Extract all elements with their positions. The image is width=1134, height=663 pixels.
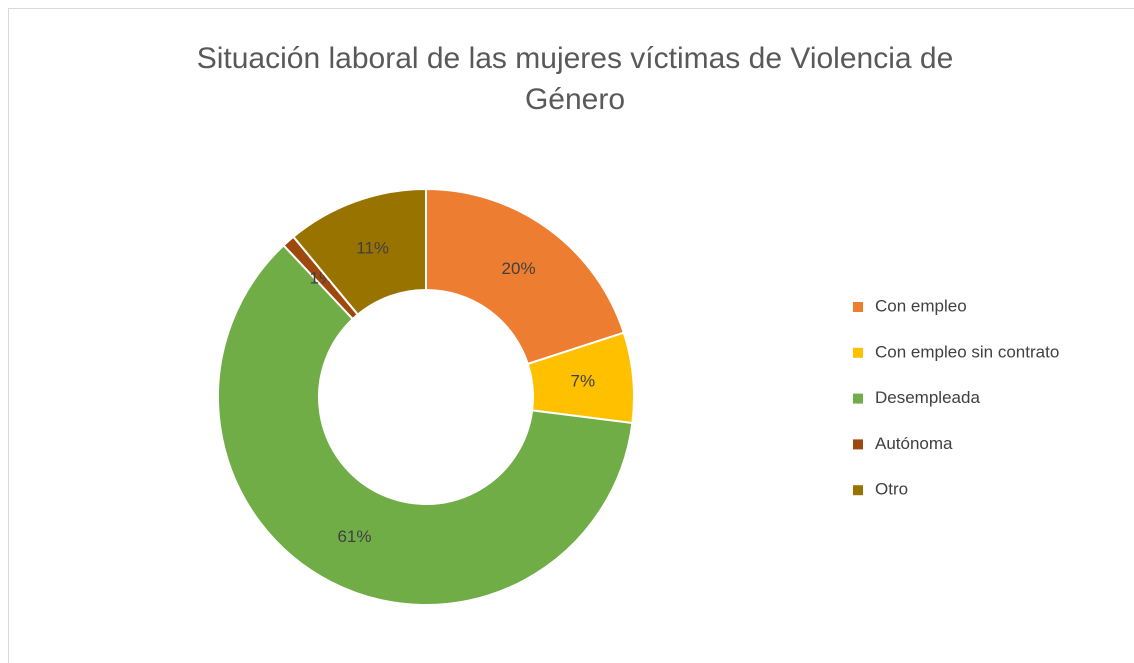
donut-slice [217, 243, 634, 606]
legend-label: Con empleo sin contrato [875, 342, 1059, 361]
data-label: 7% [571, 372, 596, 391]
data-label: 11% [356, 238, 389, 257]
legend-swatch [853, 347, 863, 358]
legend-label: Autónoma [875, 434, 953, 453]
data-label: 61% [337, 527, 371, 546]
legend-swatch [853, 302, 863, 312]
data-label: 20% [502, 259, 536, 278]
legend-swatch [853, 439, 863, 450]
legend-label: Desempleada [875, 388, 980, 407]
legend-swatch [853, 485, 863, 496]
legend-swatch [853, 393, 863, 404]
legend-label: Otro [875, 480, 908, 499]
legend-label: Con empleo [875, 296, 967, 315]
chart-title: Situación laboral de las mujeres víctima… [197, 42, 954, 116]
donut-slice [425, 187, 626, 366]
donut-slice [292, 187, 427, 316]
